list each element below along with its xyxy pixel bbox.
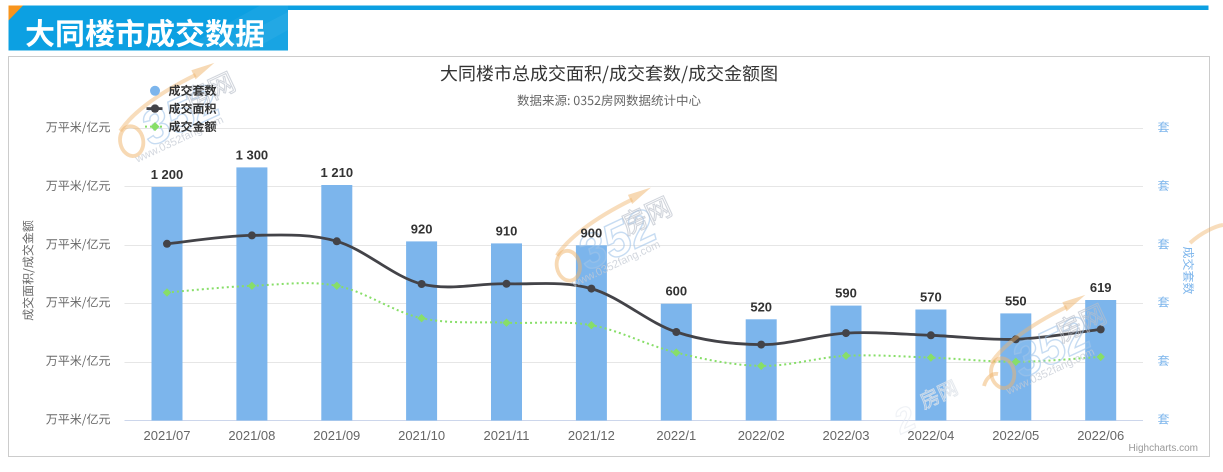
- svg-text:1 300: 1 300: [236, 147, 269, 162]
- svg-text:900: 900: [581, 225, 603, 240]
- svg-text:550: 550: [1005, 293, 1027, 308]
- svg-text:2021/09: 2021/09: [313, 428, 360, 443]
- svg-text:2022/05: 2022/05: [992, 428, 1039, 443]
- svg-text:2021/12: 2021/12: [568, 428, 615, 443]
- svg-text:2022/03: 2022/03: [823, 428, 870, 443]
- svg-text:2021/08: 2021/08: [228, 428, 275, 443]
- svg-text:520: 520: [750, 299, 772, 314]
- svg-text:2022/02: 2022/02: [738, 428, 785, 443]
- svg-text:920: 920: [411, 221, 433, 236]
- svg-text:600: 600: [665, 284, 687, 299]
- svg-text:2022/1: 2022/1: [656, 428, 696, 443]
- svg-text:2021/07: 2021/07: [144, 428, 191, 443]
- svg-text:2022/04: 2022/04: [907, 428, 954, 443]
- svg-text:619: 619: [1090, 280, 1112, 295]
- svg-text:Highcharts.com: Highcharts.com: [1129, 443, 1198, 454]
- svg-text:910: 910: [496, 223, 518, 238]
- svg-text:1 210: 1 210: [321, 165, 354, 180]
- svg-text:2022/06: 2022/06: [1077, 428, 1124, 443]
- svg-text:2021/11: 2021/11: [483, 428, 529, 443]
- svg-text:570: 570: [920, 290, 942, 305]
- svg-text:1 200: 1 200: [151, 167, 184, 182]
- svg-text:590: 590: [835, 286, 857, 301]
- svg-text:2021/10: 2021/10: [398, 428, 445, 443]
